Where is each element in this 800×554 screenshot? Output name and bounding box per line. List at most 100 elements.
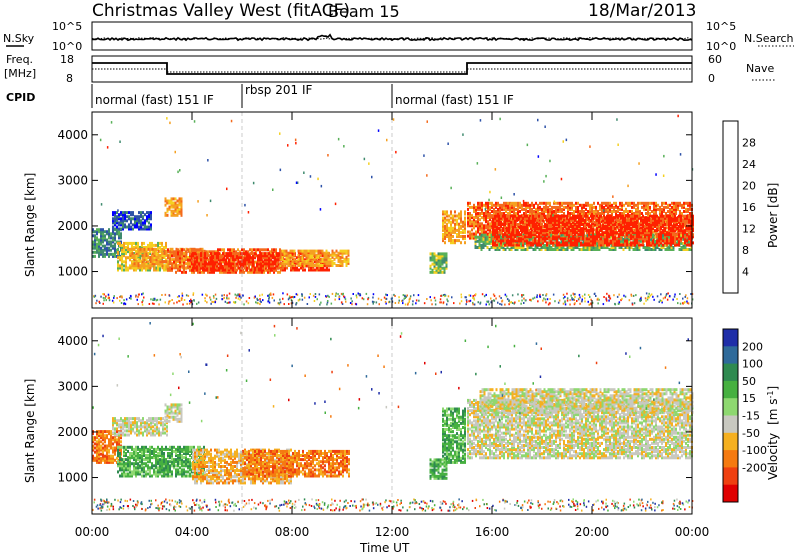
power-cell xyxy=(289,253,292,257)
power-cell xyxy=(571,212,573,215)
power-cell xyxy=(538,214,540,218)
power-cell xyxy=(506,229,508,233)
power-cell xyxy=(542,243,545,247)
power-cell xyxy=(594,216,596,220)
power-cell xyxy=(197,270,199,274)
power-cell xyxy=(161,243,163,247)
power-cell xyxy=(517,210,519,213)
power-cell xyxy=(199,250,201,254)
power-cell xyxy=(585,207,587,211)
power-cell xyxy=(479,203,481,207)
power-cell xyxy=(167,256,169,260)
power-cell xyxy=(473,207,475,211)
power-cell xyxy=(494,229,496,233)
power-cell xyxy=(481,207,483,211)
power-cell xyxy=(104,234,106,238)
power-cell xyxy=(148,225,150,229)
power-cell xyxy=(604,225,606,228)
power-cell xyxy=(582,239,585,243)
power-cell xyxy=(442,210,444,214)
power-cell xyxy=(212,266,214,270)
power-cell xyxy=(303,261,306,265)
power-cell xyxy=(281,257,284,261)
power-cell xyxy=(260,256,262,260)
power-cell xyxy=(608,220,610,224)
power-cell xyxy=(489,230,491,234)
power-cell xyxy=(262,268,264,272)
power-cell xyxy=(597,210,599,213)
power-cell xyxy=(322,266,324,270)
power-cell xyxy=(318,258,320,262)
power-cell xyxy=(603,205,605,209)
power-cell xyxy=(126,215,128,219)
power-cell xyxy=(232,268,234,272)
power-cell xyxy=(540,243,542,247)
power-cell xyxy=(235,270,237,274)
power-cell xyxy=(560,241,563,245)
power-cell xyxy=(252,260,254,264)
power-cell xyxy=(124,213,126,217)
power-cell xyxy=(619,201,621,205)
power-cell xyxy=(498,214,500,218)
power-cell xyxy=(643,207,645,211)
power-cell xyxy=(494,241,496,245)
power-cell xyxy=(498,218,500,222)
power-cell xyxy=(580,223,582,226)
power-cell xyxy=(116,219,118,223)
power-cell xyxy=(676,239,679,243)
power-cell xyxy=(304,268,306,272)
power-cell xyxy=(476,239,479,243)
power-cell xyxy=(481,228,483,232)
power-cell xyxy=(542,241,544,245)
power-cell xyxy=(142,223,144,227)
power-cell xyxy=(641,205,643,209)
power-cell xyxy=(192,260,194,264)
power-cell xyxy=(684,246,687,249)
power-cell xyxy=(469,214,471,218)
power-cell xyxy=(544,243,547,247)
power-cell xyxy=(183,270,185,274)
power-cell xyxy=(546,235,549,239)
power-cell xyxy=(498,243,501,247)
power-cell xyxy=(448,235,450,238)
power-cell xyxy=(568,233,570,237)
power-cell xyxy=(456,222,458,226)
power-cell xyxy=(144,219,146,223)
power-cell xyxy=(562,223,564,226)
power-cell xyxy=(577,210,579,213)
power-cell xyxy=(177,252,179,256)
power-cell xyxy=(161,253,164,257)
power-cell xyxy=(580,231,582,235)
power-cell xyxy=(327,259,330,263)
power-cell xyxy=(234,262,236,266)
power-cell xyxy=(519,203,521,207)
power-cell xyxy=(689,212,691,215)
power-cell xyxy=(165,246,167,249)
power-cell xyxy=(149,247,152,251)
power-cell xyxy=(433,266,436,270)
power-cell xyxy=(196,266,198,270)
power-cell xyxy=(196,262,198,266)
power-cell xyxy=(333,253,336,257)
power-cell xyxy=(244,256,246,260)
power-cell xyxy=(147,243,149,247)
power-cell xyxy=(560,220,562,224)
power-cell xyxy=(482,241,485,245)
power-cell xyxy=(675,212,677,215)
power-cell xyxy=(497,210,499,213)
power-cell xyxy=(621,203,623,207)
power-cell xyxy=(617,205,619,209)
power-cell xyxy=(546,223,548,226)
power-cell xyxy=(204,256,206,260)
power-cell xyxy=(319,264,322,267)
power-cell xyxy=(571,201,573,205)
power-cell xyxy=(454,218,456,222)
power-cell xyxy=(92,244,94,248)
power-cell xyxy=(195,250,197,254)
power-cell xyxy=(460,224,462,228)
noise-panel: N.Sky 10^5 10^0 10^5 10^0 N.Search xyxy=(3,20,794,53)
power-cell xyxy=(574,223,576,226)
power-cell xyxy=(179,268,181,272)
power-cell xyxy=(173,262,175,266)
power-cell xyxy=(622,241,625,245)
